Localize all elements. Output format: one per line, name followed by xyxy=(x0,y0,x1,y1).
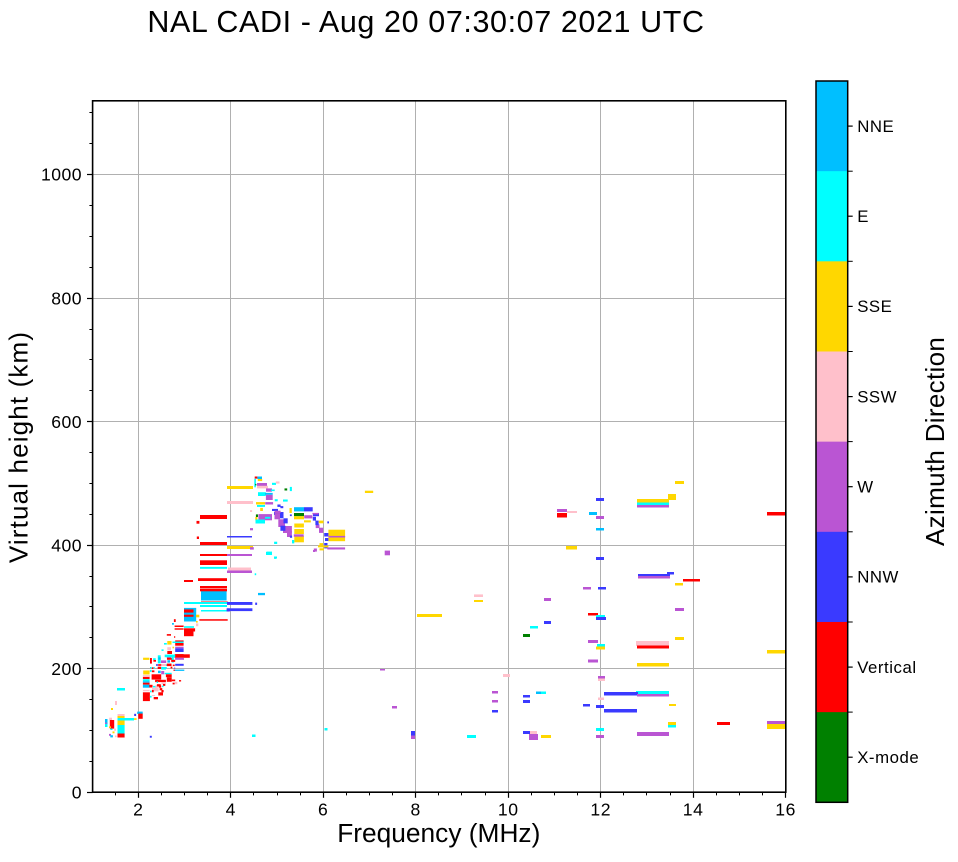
svg-text:10: 10 xyxy=(498,799,519,819)
svg-text:200: 200 xyxy=(51,659,82,679)
svg-text:NAL CADI - Aug 20 07:30:07 202: NAL CADI - Aug 20 07:30:07 2021 UTC xyxy=(147,5,704,39)
svg-text:800: 800 xyxy=(51,288,82,308)
svg-text:0: 0 xyxy=(72,782,82,802)
svg-text:4: 4 xyxy=(226,799,236,819)
svg-text:400: 400 xyxy=(51,535,82,555)
svg-text:Virtual height (km): Virtual height (km) xyxy=(4,331,34,563)
svg-text:Vertical: Vertical xyxy=(857,658,916,677)
svg-text:14: 14 xyxy=(683,799,704,819)
svg-text:NNW: NNW xyxy=(857,568,899,587)
svg-text:16: 16 xyxy=(775,799,796,819)
svg-text:2: 2 xyxy=(133,799,143,819)
svg-text:6: 6 xyxy=(318,799,328,819)
svg-text:SSE: SSE xyxy=(857,297,892,316)
svg-text:NNE: NNE xyxy=(857,117,894,136)
svg-text:Azimuth Direction: Azimuth Direction xyxy=(920,337,950,546)
svg-text:SSW: SSW xyxy=(857,387,897,406)
svg-text:600: 600 xyxy=(51,412,82,432)
svg-text:8: 8 xyxy=(411,799,421,819)
svg-text:12: 12 xyxy=(590,799,611,819)
svg-text:1000: 1000 xyxy=(41,165,82,185)
svg-text:X-mode: X-mode xyxy=(857,748,919,767)
svg-text:Frequency (MHz): Frequency (MHz) xyxy=(337,818,540,848)
svg-text:W: W xyxy=(857,478,873,497)
svg-text:E: E xyxy=(857,207,869,226)
